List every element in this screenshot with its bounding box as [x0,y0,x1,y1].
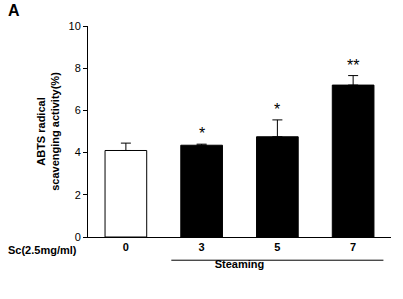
svg-text:7: 7 [350,241,356,253]
svg-text:2: 2 [75,189,81,201]
svg-text:5: 5 [274,241,280,253]
svg-text:A: A [8,2,20,19]
svg-text:**: ** [347,57,359,74]
svg-text:*: * [274,101,280,118]
svg-text:*: * [199,125,205,142]
svg-text:ABTS radicalscavenging activit: ABTS radicalscavenging activity(%) [35,72,61,191]
svg-text:Steaming: Steaming [215,258,265,270]
svg-text:6: 6 [75,104,81,116]
svg-text:10: 10 [69,20,81,32]
svg-text:Sc(2.5mg/ml): Sc(2.5mg/ml) [8,244,77,256]
svg-text:3: 3 [199,241,205,253]
svg-text:4: 4 [75,146,81,158]
svg-text:0: 0 [75,231,81,243]
svg-text:0: 0 [123,241,129,253]
svg-text:8: 8 [75,62,81,74]
